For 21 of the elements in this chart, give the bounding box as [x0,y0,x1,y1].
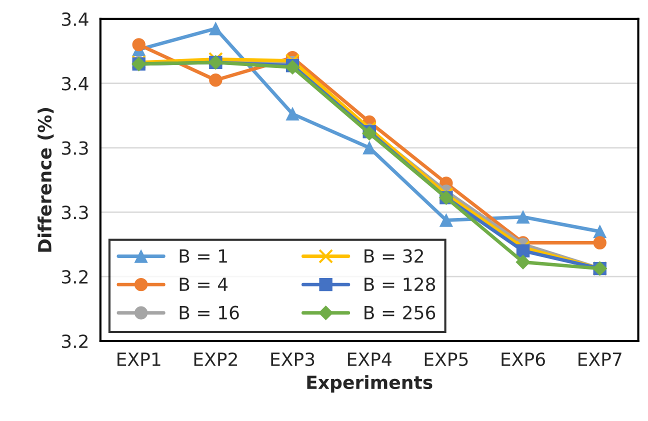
x-tick-label: EXP1 [118,352,160,366]
y-tick-label: 3.4 [62,76,88,90]
legend-label: B = 32 [364,249,423,263]
y-tick-label: 3.3 [62,206,88,220]
y-tick-label: 3.3 [62,141,88,155]
legend-label: B = 256 [364,306,436,320]
x-tick-label: EXP2 [194,352,237,366]
legend-label: B = 1 [180,249,227,263]
legend-label: B = 16 [180,306,239,320]
x-tick-label: EXP6 [502,352,545,366]
x-tick-label: EXP4 [348,352,392,366]
y-tick-label: 3.2 [62,270,88,284]
y-tick-label: 3.4 [62,12,88,26]
legend-label: B = 128 [364,277,436,292]
y-axis-title: Difference (%) [38,108,54,252]
x-tick-label: EXP3 [271,352,314,366]
x-tick-label: EXP7 [578,352,622,366]
legend-label: B = 4 [180,278,228,291]
x-tick-label: EXP5 [424,352,468,366]
y-tick-label: 3.2 [62,334,88,348]
x-axis-title: Experiments [307,375,432,393]
